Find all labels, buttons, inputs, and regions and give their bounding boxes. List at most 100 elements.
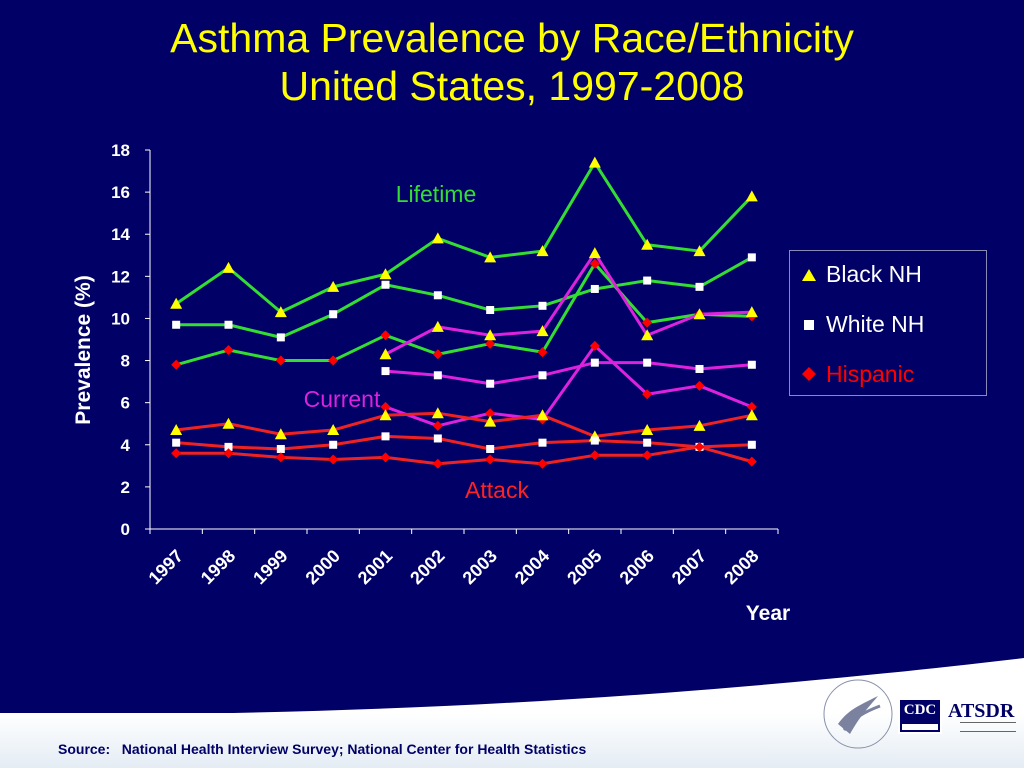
series-line-lifetime-hispanic	[175, 262, 752, 367]
data-point-lifetime-black-nh	[274, 306, 287, 318]
data-point-current-black-nh	[693, 308, 706, 320]
data-point-attack-white-nh	[276, 444, 285, 453]
data-point-lifetime-black-nh	[536, 245, 549, 257]
series-line-attack-hispanic	[176, 445, 753, 466]
data-point-attack-white-nh	[172, 438, 181, 447]
data-point-attack-hispanic	[537, 458, 548, 469]
data-point-attack-white-nh	[643, 438, 652, 447]
data-point-attack-hispanic	[328, 454, 339, 465]
data-point-lifetime-white-nh	[590, 284, 599, 293]
data-point-current-white-nh	[643, 358, 652, 367]
footer-swoosh	[0, 658, 1024, 728]
data-point-attack-hispanic	[432, 458, 443, 469]
cdc-logo-bar	[902, 724, 938, 730]
data-point-lifetime-hispanic	[432, 349, 443, 360]
data-point-current-hispanic	[642, 389, 653, 400]
legend-item-black-nh: Black NH	[800, 261, 922, 288]
data-point-lifetime-black-nh	[484, 251, 497, 263]
slide-title: Asthma Prevalence by Race/Ethnicity Unit…	[0, 14, 1024, 110]
series-line-attack-black-nh	[175, 411, 753, 438]
data-point-lifetime-black-nh	[379, 268, 392, 280]
data-point-lifetime-hispanic	[328, 355, 339, 366]
data-point-lifetime-white-nh	[433, 291, 442, 300]
y-tick-label: 10	[111, 309, 130, 328]
data-point-attack-black-nh	[431, 407, 444, 419]
data-point-attack-white-nh	[538, 438, 547, 447]
data-point-current-black-nh	[431, 320, 444, 332]
x-tick-label: 2005	[563, 546, 605, 588]
series-line-attack-white-nh	[176, 434, 752, 451]
triangle-marker-icon	[800, 261, 818, 288]
y-tick-label: 2	[121, 478, 130, 497]
y-tick-label: 0	[121, 520, 130, 539]
data-point-lifetime-black-nh	[222, 261, 235, 273]
square-marker-icon	[800, 311, 818, 338]
data-point-attack-black-nh	[641, 424, 654, 436]
data-point-attack-hispanic	[485, 454, 496, 465]
group-label-lifetime: Lifetime	[396, 181, 477, 207]
data-point-current-hispanic	[485, 408, 496, 419]
cdc-logo-text: CDC	[903, 702, 937, 718]
data-point-lifetime-white-nh	[381, 280, 390, 289]
data-point-attack-hispanic	[589, 450, 600, 461]
data-point-attack-hispanic	[380, 452, 391, 463]
data-point-current-hispanic	[694, 380, 705, 391]
x-axis-title: Year	[746, 602, 790, 625]
data-point-lifetime-black-nh	[431, 232, 444, 244]
data-point-attack-hispanic	[642, 450, 653, 461]
data-point-lifetime-hispanic	[589, 258, 600, 269]
y-tick-label: 6	[121, 394, 130, 413]
data-point-attack-black-nh	[536, 409, 549, 421]
data-point-lifetime-hispanic	[642, 317, 653, 328]
data-point-attack-white-nh	[747, 440, 756, 449]
x-tick-label: 2006	[616, 546, 658, 588]
data-point-attack-hispanic	[275, 452, 286, 463]
data-point-current-white-nh	[538, 371, 547, 380]
legend-item-white-nh: White NH	[800, 311, 924, 338]
data-point-lifetime-white-nh	[329, 310, 338, 319]
data-point-attack-black-nh	[222, 417, 235, 429]
data-point-lifetime-black-nh	[327, 280, 340, 292]
data-point-current-white-nh	[486, 379, 495, 388]
data-point-current-hispanic	[380, 401, 391, 412]
data-point-lifetime-white-nh	[643, 276, 652, 285]
cdc-logo: CDC	[898, 698, 942, 734]
logo-area: CDC ATSDR	[820, 676, 1020, 756]
data-point-attack-white-nh	[486, 444, 495, 453]
data-point-attack-white-nh	[590, 436, 599, 445]
group-label-attack: Attack	[465, 477, 529, 503]
data-point-current-white-nh	[433, 371, 442, 380]
data-point-lifetime-white-nh	[538, 301, 547, 310]
title-line-2: United States, 1997-2008	[279, 63, 745, 109]
data-point-attack-black-nh	[274, 428, 287, 440]
data-point-lifetime-hispanic	[223, 345, 234, 356]
y-tick-label: 18	[111, 141, 130, 160]
data-point-attack-white-nh	[433, 434, 442, 443]
data-point-attack-white-nh	[381, 432, 390, 441]
data-point-lifetime-white-nh	[486, 306, 495, 315]
data-point-lifetime-black-nh	[641, 238, 654, 250]
legend-label: White NH	[826, 311, 925, 337]
legend-label: Hispanic	[826, 361, 915, 387]
data-point-current-black-nh	[536, 325, 549, 337]
x-tick-label: 2000	[302, 546, 344, 588]
data-point-current-black-nh	[745, 306, 758, 318]
y-tick-label: 12	[111, 267, 130, 286]
asthma-prevalence-chart: 0 2 4 6 8 10 12 14 16 18 1997 1998 1999 2000 2001 2002 2…	[72, 141, 790, 625]
x-tick-label: 2008	[720, 546, 762, 588]
data-point-current-black-nh	[641, 329, 654, 341]
data-point-current-white-nh	[695, 364, 704, 373]
y-tick-label: 4	[121, 436, 131, 455]
legend-item-hispanic: Hispanic	[800, 361, 914, 388]
data-point-attack-hispanic	[694, 441, 705, 452]
x-tick-label: 2007	[668, 546, 710, 588]
series-line-current-black-nh	[384, 251, 752, 356]
data-point-lifetime-hispanic	[275, 355, 286, 366]
data-point-lifetime-white-nh	[747, 253, 756, 262]
data-point-lifetime-black-nh	[693, 245, 706, 257]
x-tick-label: 2002	[406, 546, 448, 588]
data-point-attack-black-nh	[745, 409, 758, 421]
data-point-current-hispanic	[589, 340, 600, 351]
x-tick-label: 1999	[249, 546, 291, 588]
data-point-attack-black-nh	[170, 424, 183, 436]
